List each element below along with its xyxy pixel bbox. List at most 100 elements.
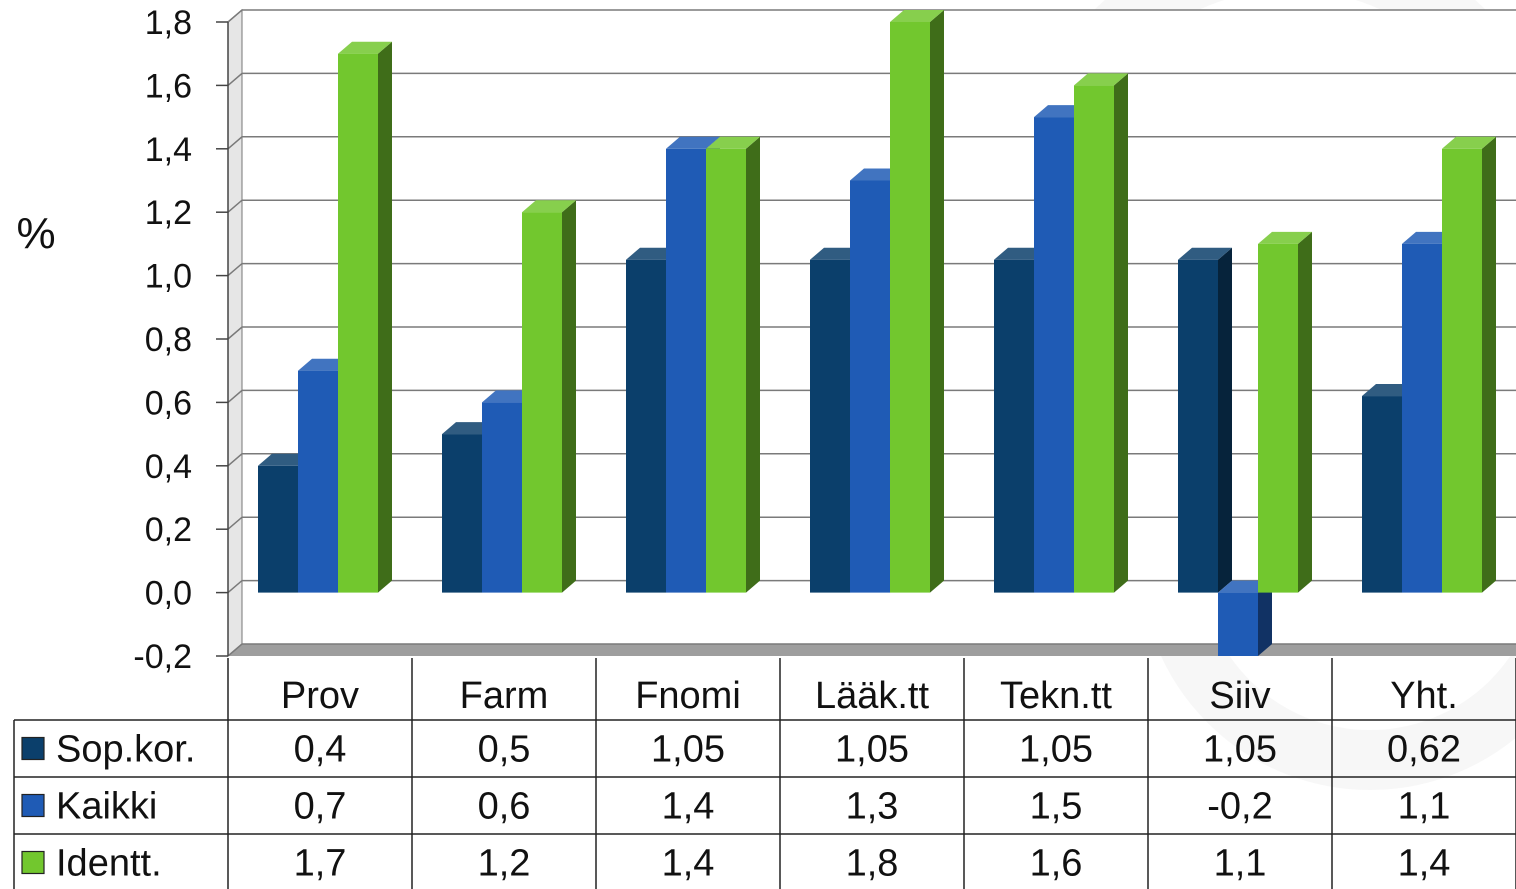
x-tick-label: Siiv [1209, 675, 1270, 717]
bar-front [1074, 85, 1114, 593]
bar-front [850, 180, 890, 593]
table-cell: 1,1 [1214, 843, 1267, 885]
gridline [227, 9, 1516, 23]
bar-side [930, 10, 944, 593]
bar-side [1482, 136, 1496, 593]
y-tick-label: 1,2 [145, 194, 192, 232]
bar [706, 136, 760, 593]
bar-top [1178, 247, 1232, 260]
legend-swatch [21, 793, 45, 818]
bar-side [1114, 73, 1128, 593]
table-cell: 0,4 [294, 729, 347, 771]
bar-series [258, 10, 1496, 656]
bar [1258, 231, 1312, 593]
y-tick-label: 1,6 [145, 67, 192, 105]
bar-top [1258, 231, 1312, 244]
x-tick-label: Fnomi [635, 675, 741, 717]
table-cell: 1,4 [662, 843, 715, 885]
y-tick-label: 0,0 [145, 575, 192, 613]
bar-front [298, 370, 338, 593]
y-tick-label: 1,0 [145, 258, 192, 296]
bar-front [1178, 259, 1218, 593]
x-tick-label: Farm [460, 675, 549, 717]
x-tick-label: Prov [281, 675, 359, 717]
y-tick-label: 0,4 [145, 448, 192, 486]
bar-front [1442, 148, 1482, 593]
y-axis: 1,8 1,6 1,4 1,2 1,0 0,8 0,6 0,4 0,2 0,0 -0,2 [133, 4, 229, 676]
bar-top [890, 10, 944, 22]
bar-side [1258, 580, 1272, 656]
bar [338, 41, 392, 593]
bar [1074, 73, 1128, 593]
bar-front [1362, 396, 1402, 593]
table-cell: 1,3 [846, 786, 899, 828]
y-tick-label: -0,2 [133, 638, 192, 676]
bar-front [890, 22, 930, 593]
table-cell: -0,2 [1207, 786, 1272, 828]
table-cell: 1,8 [846, 843, 899, 885]
bar-top [666, 136, 720, 149]
legend-swatch [21, 850, 45, 875]
bar [1178, 247, 1232, 593]
bar-side [746, 136, 760, 593]
bar [890, 10, 944, 593]
y-axis-label: % [16, 209, 55, 258]
gridline [227, 643, 1516, 657]
bar-front [338, 53, 378, 593]
table-cell: 1,4 [662, 786, 715, 828]
data-table: Prov Farm Fnomi Lääk.tt Tekn.tt Siiv Yht. Sop.k… [13, 658, 1516, 889]
bar-front [1218, 592, 1258, 656]
legend-label: Sop.kor. [56, 729, 195, 771]
bar-top [706, 136, 760, 149]
legend-swatch [21, 736, 45, 761]
bar-front [442, 434, 482, 593]
bar-front [258, 465, 298, 593]
bar-front [626, 259, 666, 593]
bar-side [1298, 231, 1312, 593]
bar-side [562, 200, 576, 593]
table-cell: 1,4 [1398, 843, 1451, 885]
bar-front [706, 148, 746, 593]
x-tick-label: Lääk.tt [815, 675, 930, 717]
y-tick-label: 0,8 [145, 321, 192, 359]
table-cell: 1,05 [1019, 729, 1093, 771]
y-tick-label: 0,2 [145, 511, 192, 549]
table-cell: 1,6 [1030, 843, 1083, 885]
table-cell: 1,7 [294, 843, 347, 885]
y-tick-label: 1,8 [145, 4, 192, 42]
table-cell: 1,5 [1030, 786, 1083, 828]
bar [1218, 580, 1272, 656]
bar [522, 200, 576, 593]
table-cell: 1,05 [1203, 729, 1277, 771]
x-tick-label: Tekn.tt [1000, 675, 1112, 717]
bar-front [666, 148, 706, 593]
legend-label: Kaikki [56, 786, 157, 828]
y-tick-label: 0,6 [145, 384, 192, 422]
bar-top [522, 200, 576, 213]
table-cell: 0,6 [478, 786, 531, 828]
table-cell: 1,05 [835, 729, 909, 771]
table-cell: 1,2 [478, 843, 531, 885]
bar-front [522, 212, 562, 593]
bar-front [482, 402, 522, 593]
bar-top [1442, 136, 1496, 149]
floor [228, 644, 1516, 656]
bar-top [338, 41, 392, 54]
bar-front [1258, 243, 1298, 593]
table-cell: 0,7 [294, 786, 347, 828]
bar [1442, 136, 1496, 593]
bar-front [1402, 243, 1442, 593]
table-cell: 0,62 [1387, 729, 1461, 771]
bar-side [1218, 247, 1232, 593]
bar-top [1074, 73, 1128, 86]
bar-front [994, 259, 1034, 593]
legend-label: Identt. [56, 843, 162, 885]
y-tick-label: 1,4 [145, 131, 192, 169]
table-cell: 0,5 [478, 729, 531, 771]
table-cell: 1,1 [1398, 786, 1451, 828]
bar-side [378, 41, 392, 593]
table-cell: 1,05 [651, 729, 725, 771]
bar-front [810, 259, 850, 593]
bar-front [1034, 117, 1074, 593]
